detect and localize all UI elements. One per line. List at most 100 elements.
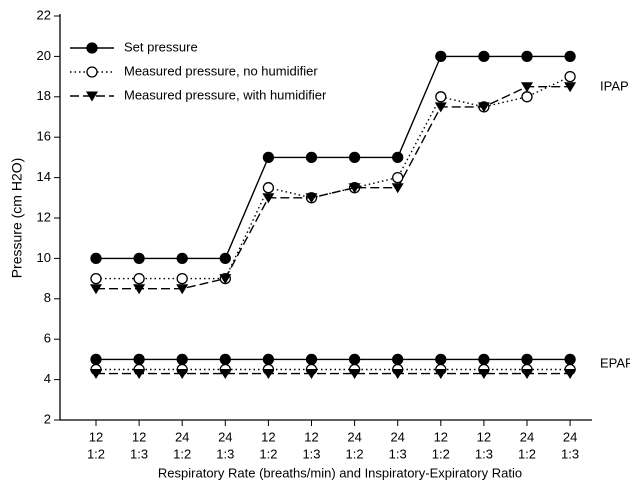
- marker: [90, 272, 102, 285]
- marker: [564, 82, 577, 93]
- series-line: [96, 75, 571, 280]
- marker: [348, 151, 361, 164]
- marker: [90, 369, 102, 380]
- y-tick-label: 22: [37, 7, 51, 22]
- marker: [348, 353, 361, 366]
- marker: [219, 252, 231, 265]
- marker: [133, 252, 145, 265]
- marker: [392, 353, 404, 366]
- x-tick-label: 12: [434, 429, 448, 444]
- x-tick-label: 12: [261, 429, 275, 444]
- marker: [521, 369, 533, 380]
- x-tick-label: 1:2: [87, 446, 105, 461]
- marker: [477, 369, 490, 380]
- marker: [392, 171, 404, 184]
- marker: [564, 70, 576, 83]
- marker: [521, 82, 533, 93]
- marker: [305, 353, 318, 366]
- marker: [305, 369, 318, 380]
- marker: [262, 369, 275, 380]
- legend-label: Measured pressure, no humidifier: [124, 63, 318, 78]
- legend-label: Measured pressure, with humidifier: [124, 87, 327, 102]
- series-line: [96, 55, 571, 260]
- marker: [90, 284, 102, 295]
- marker: [176, 252, 188, 265]
- y-tick-label: 14: [37, 169, 51, 184]
- y-tick-label: 12: [37, 209, 51, 224]
- marker: [133, 353, 145, 366]
- marker: [521, 91, 533, 103]
- y-tick-label: 4: [44, 371, 51, 386]
- marker: [521, 50, 533, 63]
- marker: [262, 193, 275, 204]
- marker: [348, 183, 361, 194]
- y-tick-label: 16: [37, 129, 51, 144]
- x-tick-label: 24: [390, 429, 404, 444]
- marker: [176, 284, 189, 295]
- marker: [564, 50, 576, 63]
- marker: [564, 353, 576, 366]
- marker: [133, 369, 146, 380]
- marker: [90, 353, 102, 366]
- marker: [262, 353, 275, 366]
- x-tick-label: 12: [132, 429, 146, 444]
- marker: [90, 252, 102, 265]
- series-line: [96, 85, 571, 290]
- marker: [219, 353, 231, 366]
- x-tick-label: 1:3: [302, 446, 320, 461]
- marker: [305, 193, 318, 204]
- legend-label: Set pressure: [124, 39, 198, 54]
- marker: [348, 369, 361, 380]
- x-tick-label: 24: [175, 429, 189, 444]
- marker: [176, 272, 188, 285]
- x-tick-label: 1:2: [173, 446, 191, 461]
- marker: [219, 274, 232, 285]
- x-tick-label: 1:2: [518, 446, 536, 461]
- annotation: IPAP: [600, 78, 629, 93]
- marker: [262, 182, 275, 194]
- x-tick-label: 12: [89, 429, 103, 444]
- x-tick-label: 1:3: [475, 446, 493, 461]
- y-tick-label: 6: [44, 331, 51, 346]
- x-tick-label: 1:3: [561, 446, 579, 461]
- y-tick-label: 20: [37, 48, 51, 63]
- x-tick-label: 12: [477, 429, 491, 444]
- marker: [86, 91, 98, 102]
- marker: [86, 66, 98, 78]
- marker: [391, 183, 404, 194]
- marker: [564, 369, 577, 380]
- marker: [391, 369, 404, 380]
- y-tick-label: 10: [37, 250, 51, 265]
- marker: [434, 102, 447, 113]
- x-tick-label: 24: [218, 429, 232, 444]
- annotation: EPAP: [600, 355, 630, 370]
- marker: [435, 91, 447, 103]
- marker: [133, 272, 145, 285]
- marker: [176, 369, 189, 380]
- marker: [435, 353, 447, 366]
- x-tick-label: 24: [520, 429, 534, 444]
- marker: [435, 50, 447, 63]
- marker: [478, 50, 490, 63]
- x-tick-label: 24: [563, 429, 577, 444]
- marker: [305, 151, 318, 164]
- marker: [434, 369, 447, 380]
- x-tick-label: 1:2: [432, 446, 450, 461]
- marker: [176, 353, 188, 366]
- x-tick-label: 12: [304, 429, 318, 444]
- marker: [477, 102, 490, 113]
- x-tick-label: 1:3: [216, 446, 234, 461]
- y-tick-label: 18: [37, 88, 51, 103]
- marker: [521, 353, 533, 366]
- marker: [86, 42, 98, 54]
- marker: [262, 151, 275, 164]
- marker: [219, 369, 232, 380]
- marker: [133, 284, 146, 295]
- y-tick-label: 2: [44, 411, 51, 426]
- x-tick-label: 1:3: [130, 446, 148, 461]
- x-axis-label: Respiratory Rate (breaths/min) and Inspi…: [158, 465, 522, 480]
- y-tick-label: 8: [44, 290, 51, 305]
- marker: [478, 353, 490, 366]
- x-tick-label: 1:3: [389, 446, 407, 461]
